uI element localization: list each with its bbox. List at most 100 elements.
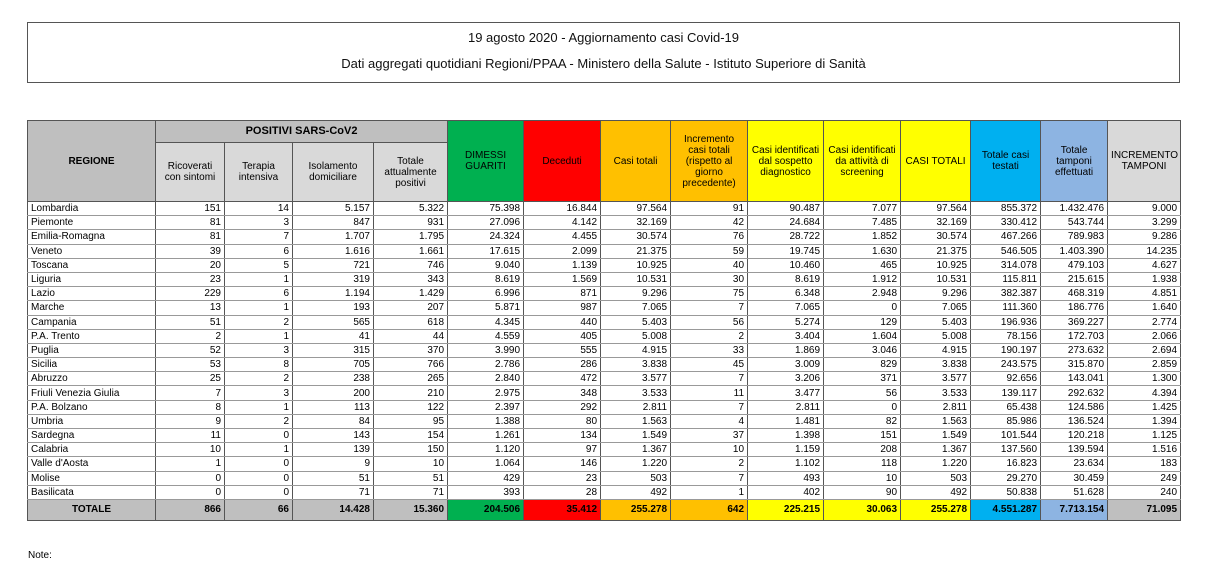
cell: 4.915	[900, 343, 972, 359]
cell: 5	[224, 258, 293, 273]
column-header: Casi totali	[600, 120, 672, 202]
cell: 2.066	[1107, 329, 1182, 344]
column-header: Totale casi testati	[970, 120, 1042, 202]
cell: 1.159	[747, 442, 825, 458]
cell: 370	[372, 343, 449, 359]
cell: 25	[155, 371, 225, 387]
cell: 33	[670, 343, 749, 359]
data-row: Sardegna 11 0 143 154 1.261 134 1.549 37 1.398 151…	[27, 428, 1182, 444]
cell: 8	[224, 357, 293, 373]
cell: 28	[523, 485, 602, 500]
column-header: DIMESSI GUARITI	[447, 120, 525, 202]
cell: 4.142	[523, 215, 602, 231]
cell: 1.516	[1107, 442, 1182, 458]
group-header: POSITIVI SARS-CoV2	[154, 120, 449, 143]
cell: 0	[224, 456, 293, 472]
cell: 120.218	[1040, 428, 1109, 444]
header-row: REGIONE POSITIVI SARS-CoV2 DIMESSI GUARITI…	[27, 120, 1182, 202]
cell: 3.577	[900, 371, 972, 387]
cell: 40	[670, 258, 749, 273]
cell: 2	[224, 371, 293, 387]
cell: 4.627	[1107, 258, 1182, 273]
total-cell: 866	[155, 498, 225, 521]
cell: 124.586	[1040, 400, 1109, 415]
cell: 3.838	[900, 357, 972, 373]
cell: 50.838	[970, 485, 1042, 500]
cell: 243.575	[970, 357, 1042, 373]
cell: 91	[670, 201, 749, 217]
cell: 9	[155, 414, 225, 430]
cell: 150	[372, 442, 449, 458]
cell: 10.925	[900, 258, 972, 273]
cell: 13	[155, 300, 225, 316]
cell: 9	[292, 456, 374, 472]
cell: 382.387	[970, 286, 1042, 302]
cell: 0	[823, 400, 902, 415]
cell: 1.549	[900, 428, 972, 444]
cell: 53	[155, 357, 225, 373]
total-label: TOTALE	[27, 498, 156, 521]
cell: 465	[823, 258, 902, 273]
cell: 21.375	[600, 244, 672, 259]
cell: 193	[292, 300, 374, 316]
cell: 51	[372, 471, 449, 486]
cell: 829	[823, 357, 902, 373]
cell: 1.852	[823, 229, 902, 245]
cell: 9.286	[1107, 229, 1182, 245]
cell: 37	[670, 428, 749, 444]
cell: 847	[292, 215, 374, 231]
cell: 1.563	[900, 414, 972, 430]
cell: 503	[900, 471, 972, 486]
cell: 314.078	[970, 258, 1042, 273]
region-name: P.A. Bolzano	[27, 400, 156, 415]
cell: 210	[372, 385, 449, 401]
cell: 122	[372, 400, 449, 415]
data-row: Campania 51 2 565 618 4.345 440 5.403 56 5.274 129…	[27, 315, 1182, 330]
cell: 10.531	[900, 272, 972, 288]
cell: 315.870	[1040, 357, 1109, 373]
cell: 71	[292, 485, 374, 500]
cell: 4.455	[523, 229, 602, 245]
cell: 1.398	[747, 428, 825, 444]
data-row: P.A. Trento 2 1 41 44 4.559 405 5.008 2 3.404 1.60…	[27, 329, 1182, 344]
column-header: INCREMENTO TAMPONI	[1107, 120, 1182, 202]
cell: 3.533	[900, 385, 972, 401]
cell: 1.429	[372, 286, 449, 302]
cell: 27.096	[447, 215, 525, 231]
cell: 28.722	[747, 229, 825, 245]
cell: 1.403.390	[1040, 244, 1109, 259]
cell: 3	[224, 215, 293, 231]
cell: 789.983	[1040, 229, 1109, 245]
data-row: Calabria 10 1 139 150 1.120 97 1.367 10 1.159 208 1…	[27, 442, 1182, 458]
total-cell: 71.095	[1107, 498, 1182, 521]
cell: 4.915	[600, 343, 672, 359]
cell: 371	[823, 371, 902, 387]
total-cell: 14.428	[292, 498, 374, 521]
cell: 7.065	[600, 300, 672, 316]
cell: 75.398	[447, 201, 525, 217]
cell: 0	[224, 485, 293, 500]
cell: 23.634	[1040, 456, 1109, 472]
data-row: Liguria 23 1 319 343 8.619 1.569 10.531 30 8.619 1…	[27, 272, 1182, 288]
cell: 101.544	[970, 428, 1042, 444]
header-row: Ricoverati con sintomi Terapia intensiva I…	[28, 142, 1181, 202]
cell: 492	[600, 485, 672, 500]
cell: 29.270	[970, 471, 1042, 486]
cell: 1.938	[1107, 272, 1182, 288]
cell: 10	[372, 456, 449, 472]
column-header: Totale attualmente positivi	[372, 142, 449, 202]
cell: 51	[292, 471, 374, 486]
cell: 82	[823, 414, 902, 430]
cell: 32.169	[900, 215, 972, 231]
cell: 1.261	[447, 428, 525, 444]
column-header: Incremento casi totali (rispetto al gior…	[670, 120, 749, 202]
cell: 3.009	[747, 357, 825, 373]
cell: 330.412	[970, 215, 1042, 231]
cell: 5.008	[600, 329, 672, 344]
region-name: Lombardia	[27, 201, 156, 217]
cell: 319	[292, 272, 374, 288]
total-cell: 66	[224, 498, 293, 521]
data-row: Basilicata 0 0 71 71 393 28 492 1 402 90 492 50.838 5…	[27, 485, 1182, 500]
data-row: Lombardia 151 14 5.157 5.322 75.398 16.844 97.5…	[27, 201, 1182, 217]
